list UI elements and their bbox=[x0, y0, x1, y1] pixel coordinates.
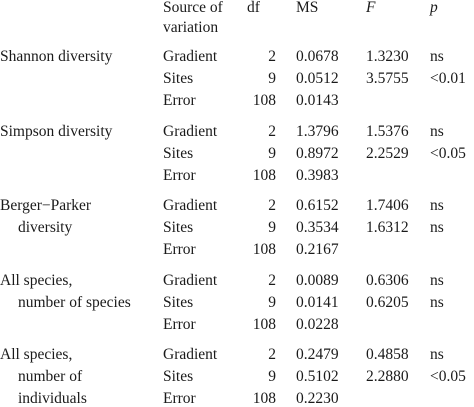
group-label: number of species bbox=[18, 294, 131, 311]
cell-p: <0.05 bbox=[430, 368, 466, 385]
cell-ms: 0.5102 bbox=[296, 368, 339, 385]
cell-p: ns bbox=[430, 123, 444, 140]
group-label: individuals bbox=[18, 390, 87, 407]
cell-df: 108 bbox=[252, 167, 276, 184]
cell-ms: 0.0678 bbox=[296, 48, 339, 65]
cell-df: 9 bbox=[268, 70, 276, 87]
cell-f: 0.6306 bbox=[366, 272, 409, 289]
cell-ms: 0.0228 bbox=[296, 316, 339, 333]
cell-source: Sites bbox=[163, 368, 194, 385]
cell-source: Sites bbox=[163, 70, 194, 87]
cell-ms: 0.3534 bbox=[296, 219, 339, 236]
cell-p: <0.01 bbox=[430, 70, 466, 87]
cell-f: 0.6205 bbox=[366, 294, 409, 311]
group-label: Simpson diversity bbox=[0, 123, 113, 140]
cell-f: 2.2529 bbox=[366, 145, 409, 162]
cell-df: 108 bbox=[252, 316, 276, 333]
header-p: p bbox=[430, 0, 438, 16]
header-source: variation bbox=[163, 19, 219, 36]
cell-p: ns bbox=[430, 219, 444, 236]
cell-ms: 1.3796 bbox=[296, 123, 339, 140]
cell-df: 2 bbox=[268, 48, 276, 65]
cell-f: 2.2880 bbox=[366, 368, 409, 385]
cell-p: <0.05 bbox=[430, 145, 466, 162]
cell-df: 9 bbox=[268, 145, 276, 162]
cell-source: Error bbox=[163, 167, 196, 184]
cell-ms: 0.0143 bbox=[296, 92, 339, 109]
cell-source: Sites bbox=[163, 145, 194, 162]
cell-ms: 0.6152 bbox=[296, 197, 339, 214]
cell-source: Gradient bbox=[163, 346, 218, 363]
header-df: df bbox=[247, 0, 260, 16]
cell-df: 108 bbox=[252, 92, 276, 109]
cell-ms: 0.2167 bbox=[296, 241, 339, 258]
cell-df: 2 bbox=[268, 346, 276, 363]
header-ms: MS bbox=[296, 0, 319, 16]
cell-f: 1.6312 bbox=[366, 219, 409, 236]
cell-ms: 0.0141 bbox=[296, 294, 339, 311]
cell-source: Error bbox=[163, 390, 196, 407]
cell-p: ns bbox=[430, 197, 444, 214]
cell-df: 2 bbox=[268, 272, 276, 289]
group-label: All species, bbox=[0, 346, 73, 363]
cell-source: Error bbox=[163, 316, 196, 333]
cell-df: 108 bbox=[252, 241, 276, 258]
cell-df: 9 bbox=[268, 294, 276, 311]
cell-f: 1.3230 bbox=[366, 48, 409, 65]
header-f: F bbox=[366, 0, 376, 16]
cell-source: Sites bbox=[163, 219, 194, 236]
cell-df: 9 bbox=[268, 219, 276, 236]
cell-ms: 0.0089 bbox=[296, 272, 339, 289]
cell-p: ns bbox=[430, 294, 444, 311]
cell-df: 108 bbox=[252, 390, 276, 407]
group-label: Shannon diversity bbox=[0, 48, 113, 65]
cell-df: 2 bbox=[268, 197, 276, 214]
group-label: number of bbox=[18, 368, 83, 385]
cell-source: Gradient bbox=[163, 123, 218, 140]
group-label: diversity bbox=[18, 219, 73, 236]
cell-ms: 0.3983 bbox=[296, 167, 339, 184]
cell-source: Sites bbox=[163, 294, 194, 311]
group-label: Berger−Parker bbox=[0, 197, 92, 214]
group-label: All species, bbox=[0, 272, 73, 289]
cell-source: Gradient bbox=[163, 272, 218, 289]
cell-ms: 0.0512 bbox=[296, 70, 339, 87]
cell-f: 1.7406 bbox=[366, 197, 409, 214]
cell-f: 1.5376 bbox=[366, 123, 409, 140]
cell-source: Gradient bbox=[163, 48, 218, 65]
cell-p: ns bbox=[430, 346, 444, 363]
cell-f: 3.5755 bbox=[366, 70, 409, 87]
cell-f: 0.4858 bbox=[366, 346, 409, 363]
cell-p: ns bbox=[430, 48, 444, 65]
cell-ms: 0.2230 bbox=[296, 390, 339, 407]
cell-ms: 0.2479 bbox=[296, 346, 339, 363]
cell-ms: 0.8972 bbox=[296, 145, 339, 162]
cell-df: 2 bbox=[268, 123, 276, 140]
cell-source: Error bbox=[163, 92, 196, 109]
header-source: Source of bbox=[163, 0, 223, 16]
cell-df: 9 bbox=[268, 368, 276, 385]
cell-source: Gradient bbox=[163, 197, 218, 214]
cell-p: ns bbox=[430, 272, 444, 289]
cell-source: Error bbox=[163, 241, 196, 258]
